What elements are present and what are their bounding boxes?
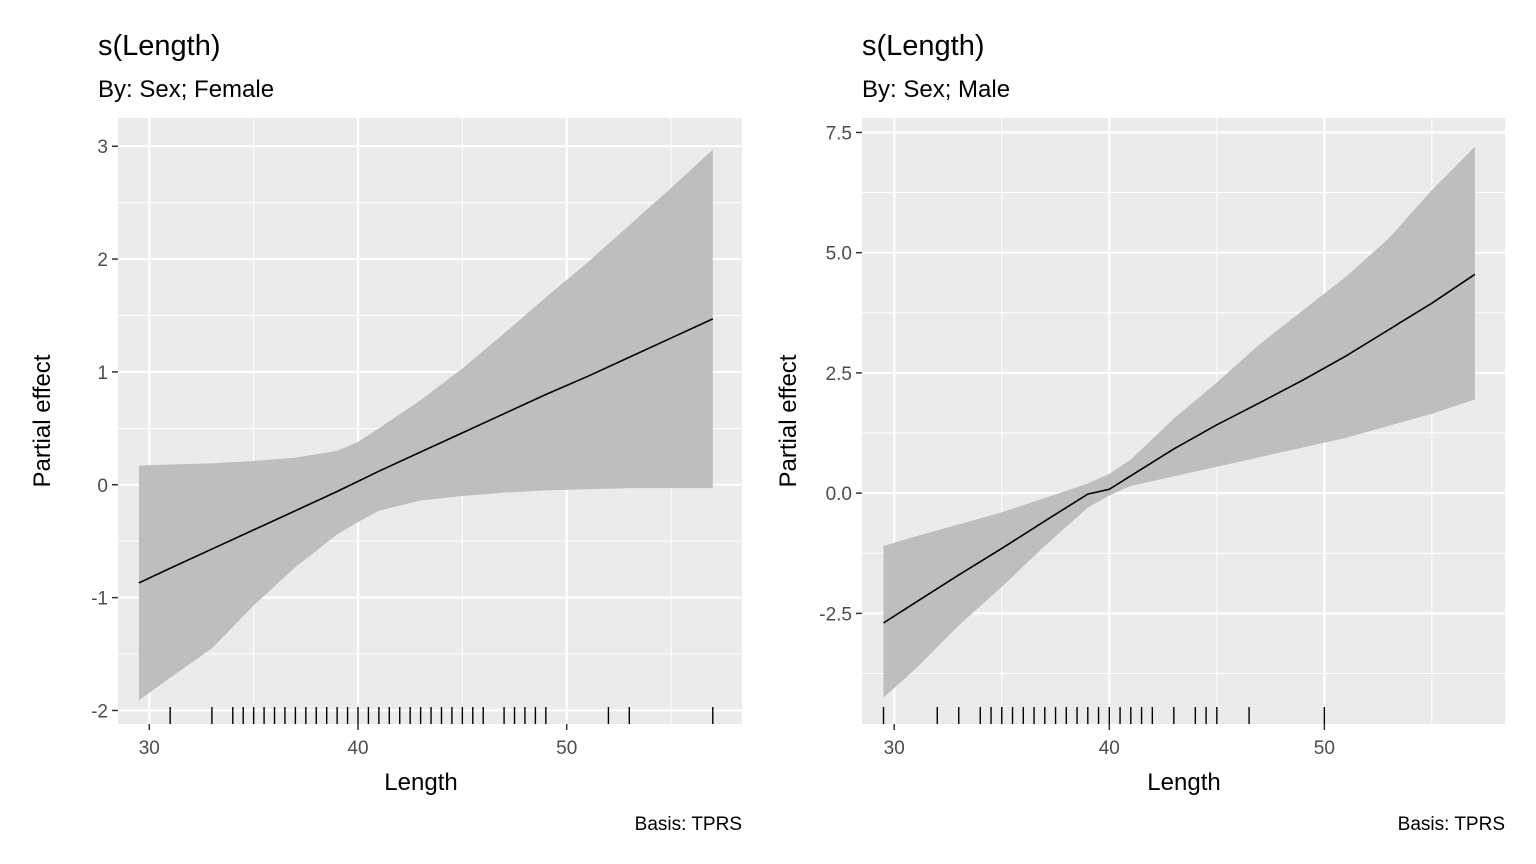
estimate-line (138, 318, 714, 584)
y-tick-label: -2 (91, 701, 108, 722)
x-tick-label: 50 (1314, 738, 1335, 759)
x-tick-label: 30 (884, 738, 905, 759)
rug (169, 707, 714, 724)
x-axis-title: Length (1147, 769, 1220, 796)
x-tick-label: 40 (1099, 738, 1120, 759)
rug (882, 707, 1326, 724)
confidence-band (138, 149, 713, 701)
y-tick-label: 1 (97, 363, 108, 384)
y-tick-label: 3 (97, 137, 108, 158)
chart-subtitle: By: Sex; Male (862, 76, 1010, 103)
y-tick-label: 7.5 (826, 123, 852, 144)
y-tick-label: 2.5 (826, 364, 852, 385)
chart-subtitle: By: Sex; Female (98, 76, 274, 103)
y-axis-title: Partial effect (29, 354, 56, 487)
chart-male: s(Length) By: Sex; Male 30 40 50 -2.5 0.0 2.5… (775, 30, 1505, 835)
y-tick-label: -1 (91, 589, 108, 610)
chart-title: s(Length) (98, 30, 221, 62)
estimate-line (883, 273, 1476, 624)
caption: Basis: TPRS (1398, 814, 1505, 835)
axis-ticks: 30 40 50 -2.5 0.0 2.5 5.0 7.5 (819, 123, 1335, 759)
x-tick-label: 40 (347, 738, 368, 759)
y-tick-label: 2 (97, 250, 108, 271)
x-tick-label: 50 (556, 738, 577, 759)
caption: Basis: TPRS (635, 814, 742, 835)
x-tick-label: 30 (139, 738, 160, 759)
y-tick-label: -2.5 (819, 604, 852, 625)
y-tick-label: 0.0 (826, 484, 852, 505)
y-tick-label: 5.0 (826, 244, 852, 265)
y-axis-title: Partial effect (775, 354, 802, 487)
confidence-band (883, 146, 1475, 698)
axis-ticks: 30 40 50 -2 -1 0 1 2 3 (91, 137, 577, 759)
chart-title: s(Length) (862, 30, 985, 62)
chart-female: s(Length) By: Sex; Female 30 40 50-2-10123… (29, 30, 742, 835)
y-tick-label: 0 (97, 476, 108, 497)
x-axis-title: Length (384, 769, 457, 796)
